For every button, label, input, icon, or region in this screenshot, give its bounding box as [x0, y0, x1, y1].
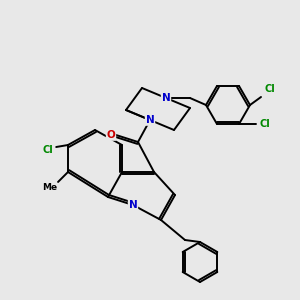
Text: Me: Me: [42, 184, 58, 193]
Text: Cl: Cl: [43, 145, 54, 155]
Text: N: N: [162, 93, 170, 103]
Text: Cl: Cl: [265, 84, 275, 94]
Text: Cl: Cl: [260, 119, 270, 129]
Text: N: N: [129, 200, 137, 210]
Text: O: O: [106, 130, 116, 140]
Text: N: N: [146, 115, 154, 125]
